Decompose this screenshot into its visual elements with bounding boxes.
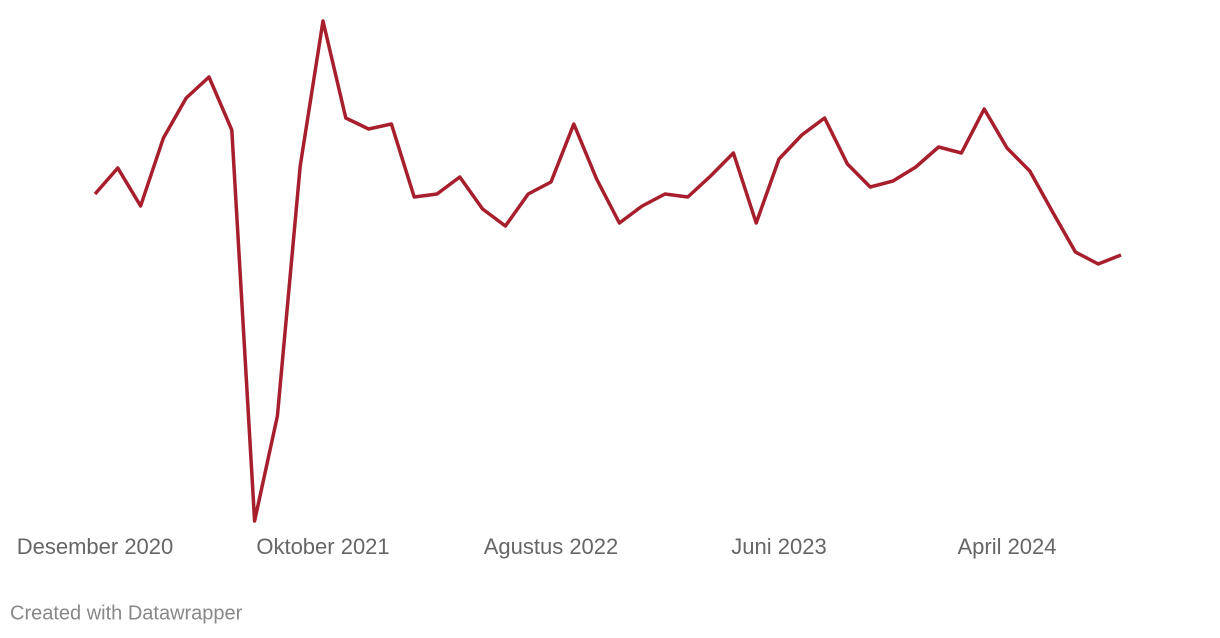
source-note: Created with Datawrapper <box>10 602 243 624</box>
x-tick-label: April 2024 <box>957 534 1056 559</box>
line <box>93 19 1122 523</box>
x-tick-label: Oktober 2021 <box>256 534 389 559</box>
x-tick-label: Agustus 2022 <box>484 534 619 559</box>
x-tick-label: Juni 2023 <box>731 534 826 559</box>
x-tick-label: Desember 2020 <box>17 534 174 559</box>
